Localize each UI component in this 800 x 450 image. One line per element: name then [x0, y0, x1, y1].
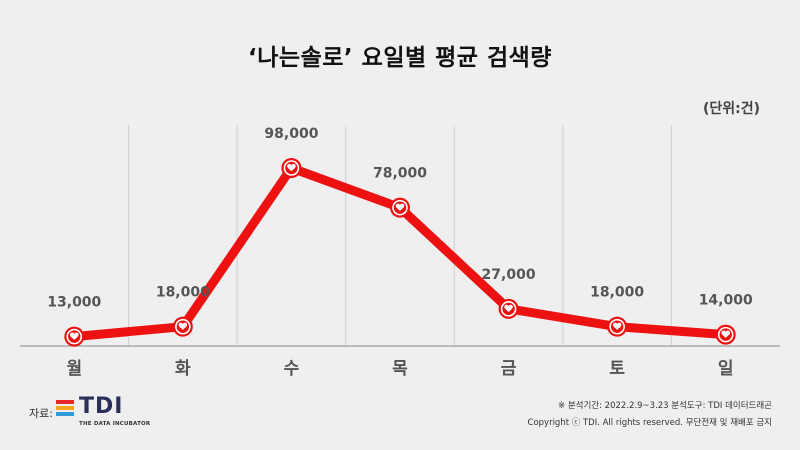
footer-notes: ※ 분석기간: 2022.2.9~3.23 분석도구: TDI 데이터드래곤 C…	[528, 398, 772, 432]
data-point-heart-icon	[498, 298, 519, 319]
data-label: 78,000	[373, 166, 427, 182]
chart-title: ‘나는솔로’ 요일별 평균 검색량	[248, 45, 552, 71]
logo-bar-orange	[56, 406, 74, 410]
data-label: 27,000	[482, 267, 536, 283]
data-label: 18,000	[156, 285, 210, 301]
tdi-logo: TDI THE DATA INCUBATOR	[56, 394, 150, 434]
x-tick-label: 화	[175, 359, 191, 379]
x-tick-label: 수	[284, 359, 300, 379]
data-point-heart-icon	[390, 197, 410, 218]
logo-subtext: THE DATA INCUBATOR	[79, 421, 151, 427]
data-label: 13,000	[47, 295, 101, 311]
logo-bar-blue	[56, 412, 74, 416]
logo-mark-icon	[56, 400, 74, 418]
logo-bar-red	[56, 400, 74, 404]
data-point-heart-icon	[64, 326, 85, 347]
data-label: 14,000	[699, 293, 753, 309]
data-label: 98,000	[264, 126, 318, 142]
data-point-heart-icon	[281, 158, 302, 178]
source-label: 자료:	[29, 407, 53, 420]
data-label: 18,000	[590, 285, 644, 301]
series-line	[69, 163, 731, 342]
data-point-heart-icon	[607, 316, 628, 337]
unit-label: (단위:건)	[702, 101, 760, 117]
data-point-heart-icon	[172, 316, 193, 337]
x-tick-label: 토	[609, 359, 625, 379]
x-tick-label: 일	[718, 359, 734, 379]
data-point-heart-icon	[715, 324, 736, 345]
x-tick-label: 목	[392, 359, 408, 379]
x-tick-label: 월	[66, 359, 82, 379]
copyright-note: Copyright ⓒ TDI. All rights reserved. 무단…	[527, 418, 772, 428]
x-tick-label: 금	[501, 359, 517, 379]
analysis-period-note: ※ 분석기간: 2022.2.9~3.23 분석도구: TDI 데이터드래곤	[558, 401, 772, 411]
logo-text: TDI	[79, 394, 124, 419]
